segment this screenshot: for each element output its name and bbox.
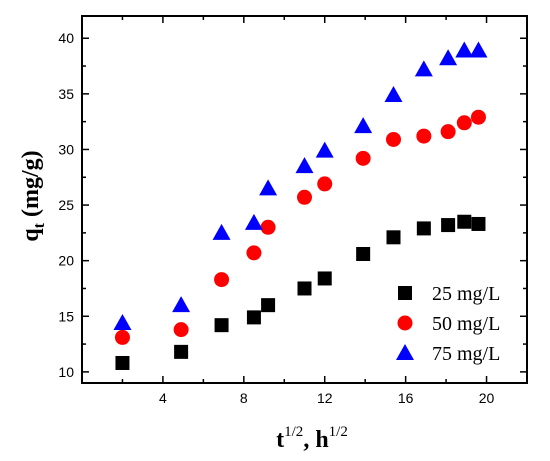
x-axis-title: t1/2, h1/2 [276, 424, 348, 453]
y-tick-label: 20 [58, 253, 74, 269]
y-axis-ticks: 10 15 20 25 30 35 40 [58, 30, 527, 380]
data-point [455, 41, 474, 58]
data-point [440, 124, 456, 140]
data-point [355, 150, 371, 166]
data-point [456, 115, 472, 131]
x-tick-label: 20 [479, 390, 495, 406]
data-point [356, 246, 371, 261]
data-point [172, 296, 191, 313]
data-point [386, 230, 401, 245]
x-tick-label: 12 [317, 390, 333, 406]
legend-label: 25 mg/L [432, 283, 500, 305]
y-tick-label: 15 [58, 308, 74, 324]
data-point [384, 85, 403, 102]
data-point [259, 179, 278, 196]
data-point [386, 131, 401, 147]
data-point [174, 344, 189, 359]
data-point [414, 60, 433, 77]
data-point [214, 318, 229, 333]
data-point [246, 310, 261, 325]
legend-label: 75 mg/L [432, 343, 500, 365]
data-point [115, 355, 130, 370]
x-tick-label: 4 [159, 390, 167, 406]
plot-frame-group [81, 15, 528, 384]
legend-marker [398, 286, 412, 300]
data-markers [113, 41, 488, 370]
data-point [315, 141, 334, 158]
data-point [457, 214, 472, 229]
data-point [113, 313, 132, 330]
data-point [441, 218, 456, 233]
legend-marker [397, 315, 413, 331]
data-point [297, 281, 312, 296]
y-tick-label: 25 [58, 197, 74, 213]
data-point [469, 41, 488, 58]
y-tick-label: 10 [58, 364, 74, 380]
data-point [173, 322, 189, 338]
x-tick-label: 8 [240, 390, 248, 406]
data-point [212, 223, 231, 240]
data-point [317, 176, 333, 192]
data-point [317, 271, 332, 286]
x-tick-label: 16 [398, 390, 414, 406]
y-tick-label: 30 [58, 141, 74, 157]
legend-label: 50 mg/L [432, 313, 500, 335]
data-point [114, 329, 130, 345]
data-point [214, 272, 230, 288]
legend: 25 mg/L 50 mg/L 75 mg/L [396, 283, 500, 365]
data-point [244, 213, 263, 230]
legend-marker [396, 344, 414, 360]
data-point [354, 117, 373, 134]
data-point [416, 128, 432, 144]
data-point [295, 157, 314, 174]
data-point [439, 49, 458, 66]
data-point [297, 189, 312, 205]
data-point [260, 219, 276, 235]
data-point [416, 221, 431, 236]
data-point [470, 109, 486, 125]
data-point [246, 245, 262, 261]
data-point [261, 298, 276, 313]
y-tick-label: 35 [58, 86, 74, 102]
plot-frame [81, 15, 528, 384]
y-tick-label: 40 [58, 30, 74, 46]
x-axis-ticks: 4 8 12 16 20 [121, 16, 495, 406]
y-axis-title: qt (mg/g) [18, 150, 48, 241]
data-point [471, 216, 486, 231]
